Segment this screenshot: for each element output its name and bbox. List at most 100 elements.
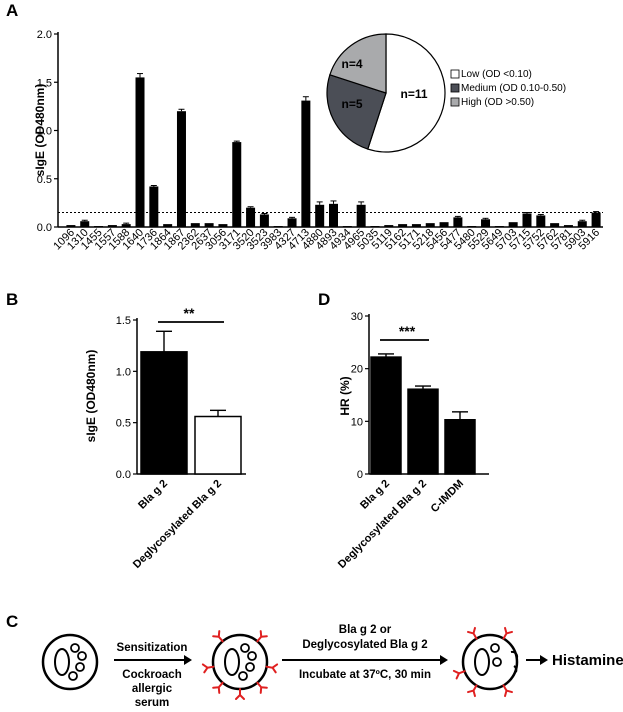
chart-a-bar (121, 224, 131, 227)
step2-label-line1: Bla g 2 or (339, 624, 392, 636)
cell-naive (41, 633, 99, 691)
chart-d-xtick-label: Bla g 2 (358, 478, 392, 512)
ige-receptor-icon (256, 630, 268, 643)
chart-a-bar (577, 221, 587, 227)
chart-d-bar (407, 388, 439, 475)
chart-a-bar (370, 226, 380, 227)
receptor (467, 684, 478, 698)
chart-a-bar (176, 111, 186, 227)
receptor (235, 688, 245, 700)
chart-d-ytick-label: 30 (351, 311, 363, 323)
chart-d-ytick-label: 0 (357, 469, 363, 481)
chart-a-ytick-label: 1.0 (37, 126, 52, 138)
ige-receptor-icon (201, 663, 215, 674)
arrow-sensitization (114, 655, 192, 665)
pie-inset: n=11 n=5 n=4 Low (OD <0.10) Medium (OD 0.10-… (326, 33, 566, 153)
ige-receptor-icon (235, 688, 245, 700)
pie-slice-label: n=4 (341, 57, 362, 71)
chart-d-bar (370, 356, 402, 475)
schematic-c: Sensitization Cockroach allergic serum B… (41, 624, 623, 709)
chart-d-bar (444, 419, 476, 475)
ige-receptor-icon (212, 630, 224, 643)
chart-a-bar (398, 224, 408, 227)
chart-a-ytick-label: 0.5 (37, 174, 52, 186)
pie-slice (326, 74, 387, 150)
chart-a-bar (329, 203, 338, 227)
chart-d-ylabel: HR (%) (338, 376, 352, 415)
chart-a-bar (149, 186, 159, 227)
chart-a-bar (246, 207, 256, 227)
chart-a-bar (591, 212, 601, 227)
chart-a-bar (453, 217, 463, 227)
chart-b-bar (140, 351, 188, 475)
ige-receptor-icons (201, 630, 279, 700)
receptor (502, 626, 513, 640)
chart-a: sIgE (OD480nm) 0.00.51.01.52.01096131014… (33, 29, 603, 252)
cell-degranulating (452, 626, 519, 698)
ige-receptor-icon (467, 684, 478, 698)
chart-a-bar (536, 215, 546, 227)
chart-a-ytick-label: 1.5 (37, 77, 52, 89)
panel-letter-b: B (6, 290, 18, 309)
chart-d-ytick-label: 20 (351, 364, 363, 376)
receptor (256, 681, 268, 694)
chart-b-ytick-label: 1.0 (116, 366, 131, 378)
ige-receptor-icon (452, 669, 466, 680)
pie-legend-label: Low (OD <0.10) (461, 69, 532, 80)
receptor (201, 663, 215, 674)
pie-slice (367, 33, 446, 153)
chart-a-bar (384, 225, 394, 227)
chart-b-ytick-label: 1.5 (116, 315, 131, 327)
chart-b-ylabel: sIgE (OD480nm) (84, 350, 98, 443)
pie-legend-swatch (450, 83, 460, 93)
ige-receptor-icon (265, 663, 279, 674)
chart-a-bar (135, 77, 145, 227)
chart-a-bar (439, 222, 449, 227)
chart-a-ylabel: sIgE (OD480nm) (33, 84, 47, 177)
ige-receptor-icon (256, 681, 268, 694)
step2-label-line2: Deglycosylated Bla g 2 (302, 639, 427, 651)
chart-a-bar (550, 223, 560, 227)
receptor (502, 684, 513, 698)
chart-a-bar (80, 221, 90, 227)
chart-b-ytick-label: 0.5 (116, 418, 131, 430)
chart-b-xtick-label: Deglycosylated Bla g 2 (131, 478, 224, 571)
receptor (256, 630, 268, 643)
chart-b-bar (194, 415, 242, 475)
chart-a-bar (467, 226, 477, 227)
chart-b-xtick-label: Bla g 2 (136, 478, 170, 512)
ige-receptor-icon (212, 681, 224, 694)
panel-letter-c: C (6, 612, 18, 631)
step1-serum-line1: Cockroach (122, 669, 181, 681)
pie-legend-label: Medium (OD 0.10-0.50) (461, 83, 566, 94)
chart-a-bar (411, 224, 421, 227)
chart-d-xtick-label: C-IMDM (429, 478, 466, 515)
chart-a-bar (232, 142, 242, 227)
chart-a-bar (259, 214, 269, 227)
chart-a-bar (494, 226, 504, 227)
chart-a-bar (163, 224, 173, 227)
pie-slice (329, 33, 387, 94)
chart-a-bar (508, 222, 518, 227)
chart-a-bar (522, 213, 532, 227)
chart-a-bar (356, 204, 366, 227)
receptor (265, 663, 279, 674)
chart-a-bar (218, 224, 228, 227)
ige-receptor-icons-bound (452, 626, 513, 698)
step2-condition: Incubate at 37ºC, 30 min (299, 669, 431, 681)
step1-serum-line2: allergic (132, 683, 173, 695)
chart-a-ytick-label: 2.0 (37, 29, 52, 41)
histamine-label: Histamine (552, 652, 623, 669)
chart-a-bar (315, 204, 325, 227)
chart-a-bar (190, 223, 200, 227)
chart-a-bar (563, 225, 573, 227)
pie-slice-label: n=11 (400, 87, 427, 101)
chart-a-bar (342, 226, 352, 227)
cell-sensitized (201, 630, 279, 700)
chart-a-bar (301, 100, 311, 227)
chart-a-ytick-label: 0.0 (37, 222, 52, 234)
pie-legend-label: High (OD >0.50) (461, 97, 534, 108)
chart-d-ytick-label: 10 (351, 416, 363, 428)
